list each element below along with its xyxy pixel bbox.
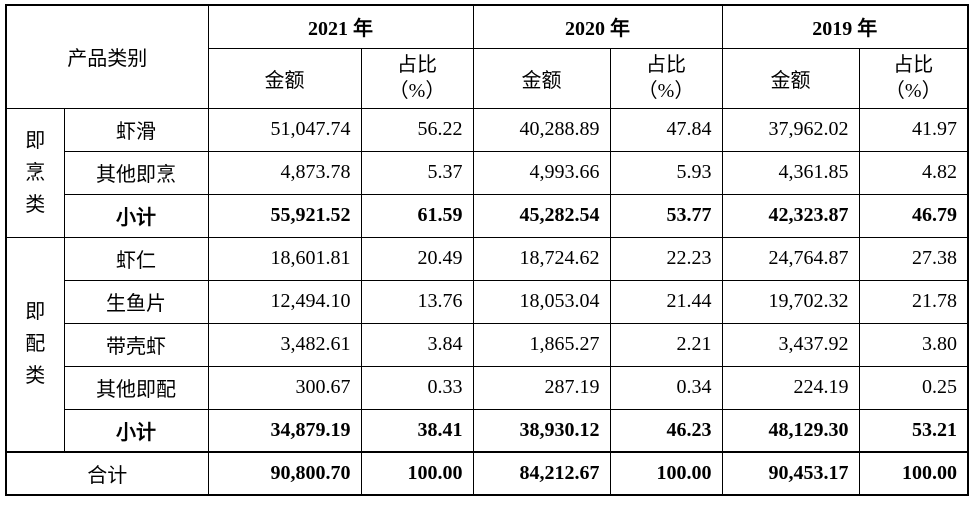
category-header: 产品类别	[5, 4, 209, 109]
group-label: 即烹类	[5, 107, 65, 238]
cell-ratio: 2.21	[609, 322, 723, 367]
cell-amount: 48,129.30	[721, 408, 860, 453]
cell-ratio: 21.44	[609, 279, 723, 324]
header-row-years: 产品类别 2021 年 2020 年 2019 年	[5, 4, 969, 109]
total-label: 合计	[5, 451, 209, 496]
cell-ratio: 0.34	[609, 365, 723, 410]
cell-amount: 12,494.10	[207, 279, 362, 324]
cell-amount: 24,764.87	[721, 236, 860, 281]
cell-amount: 37,962.02	[721, 107, 860, 152]
cell-ratio: 53.77	[609, 193, 723, 238]
table-row: 带壳虾 3,482.61 3.84 1,865.27 2.21 3,437.92…	[6, 322, 969, 367]
year-header-2020: 2020 年	[472, 4, 723, 49]
cell-amount: 34,879.19	[207, 408, 362, 453]
cell-amount: 18,053.04	[472, 279, 611, 324]
cell-amount: 4,361.85	[721, 150, 860, 195]
row-name: 小计	[63, 193, 209, 238]
cell-amount: 90,800.70	[207, 451, 362, 496]
cell-amount: 38,930.12	[472, 408, 611, 453]
cell-ratio: 3.80	[858, 322, 969, 367]
subtotal-row: 小计 55,921.52 61.59 45,282.54 53.77 42,32…	[6, 193, 969, 238]
cell-ratio: 46.23	[609, 408, 723, 453]
cell-ratio: 5.37	[360, 150, 474, 195]
cell-amount: 90,453.17	[721, 451, 860, 496]
year-header-2019: 2019 年	[721, 4, 969, 49]
cell-ratio: 41.97	[858, 107, 969, 152]
header-row-metrics: 金额 占比 （%） 金额 占比 （%） 金额 占比 （%）	[6, 47, 969, 109]
subtotal-row: 小计 34,879.19 38.41 38,930.12 46.23 48,12…	[6, 408, 969, 453]
cell-ratio: 3.84	[360, 322, 474, 367]
cell-ratio: 20.49	[360, 236, 474, 281]
cell-amount: 224.19	[721, 365, 860, 410]
cell-amount: 55,921.52	[207, 193, 362, 238]
amount-header: 金额	[721, 47, 860, 109]
cell-amount: 300.67	[207, 365, 362, 410]
table-row: 其他即配 300.67 0.33 287.19 0.34 224.19 0.25	[6, 365, 969, 410]
cell-ratio: 5.93	[609, 150, 723, 195]
cell-ratio: 22.23	[609, 236, 723, 281]
cell-ratio: 53.21	[858, 408, 969, 453]
cell-amount: 4,993.66	[472, 150, 611, 195]
total-row: 合计 90,800.70 100.00 84,212.67 100.00 90,…	[5, 451, 969, 496]
cell-amount: 18,601.81	[207, 236, 362, 281]
cell-ratio: 38.41	[360, 408, 474, 453]
cell-amount: 3,437.92	[721, 322, 860, 367]
cell-ratio: 61.59	[360, 193, 474, 238]
cell-amount: 42,323.87	[721, 193, 860, 238]
cell-ratio: 0.33	[360, 365, 474, 410]
cell-ratio: 100.00	[609, 451, 723, 496]
ratio-header: 占比 （%）	[360, 47, 474, 109]
group-label: 即配类	[5, 236, 65, 453]
ratio-header: 占比 （%）	[858, 47, 969, 109]
cell-amount: 18,724.62	[472, 236, 611, 281]
cell-ratio: 46.79	[858, 193, 969, 238]
row-name: 小计	[63, 408, 209, 453]
table-row: 生鱼片 12,494.10 13.76 18,053.04 21.44 19,7…	[6, 279, 969, 324]
cell-amount: 51,047.74	[207, 107, 362, 152]
cell-amount: 3,482.61	[207, 322, 362, 367]
table-row: 即配类 虾仁 18,601.81 20.49 18,724.62 22.23 2…	[5, 236, 969, 453]
cell-ratio: 21.78	[858, 279, 969, 324]
cell-amount: 40,288.89	[472, 107, 611, 152]
cell-amount: 4,873.78	[207, 150, 362, 195]
year-header-2021: 2021 年	[207, 4, 474, 49]
amount-header: 金额	[207, 47, 362, 109]
cell-ratio: 56.22	[360, 107, 474, 152]
row-name: 虾仁	[63, 236, 209, 281]
cell-ratio: 0.25	[858, 365, 969, 410]
row-name: 生鱼片	[63, 279, 209, 324]
row-name: 其他即烹	[63, 150, 209, 195]
row-name: 虾滑	[63, 107, 209, 152]
row-name: 带壳虾	[63, 322, 209, 367]
table-row: 即烹类 虾滑 51,047.74 56.22 40,288.89 47.84 3…	[5, 107, 969, 238]
cell-amount: 45,282.54	[472, 193, 611, 238]
row-name: 其他即配	[63, 365, 209, 410]
cell-amount: 19,702.32	[721, 279, 860, 324]
cell-amount: 287.19	[472, 365, 611, 410]
cell-ratio: 100.00	[858, 451, 969, 496]
cell-amount: 1,865.27	[472, 322, 611, 367]
cell-ratio: 27.38	[858, 236, 969, 281]
cell-ratio: 100.00	[360, 451, 474, 496]
cell-ratio: 13.76	[360, 279, 474, 324]
ratio-header: 占比 （%）	[609, 47, 723, 109]
table-row: 其他即烹 4,873.78 5.37 4,993.66 5.93 4,361.8…	[6, 150, 969, 195]
amount-header: 金额	[472, 47, 611, 109]
product-category-table: 产品类别 2021 年 2020 年 2019 年 金额 占比 （%） 金额 占比…	[5, 4, 969, 496]
cell-ratio: 47.84	[609, 107, 723, 152]
cell-ratio: 4.82	[858, 150, 969, 195]
cell-amount: 84,212.67	[472, 451, 611, 496]
